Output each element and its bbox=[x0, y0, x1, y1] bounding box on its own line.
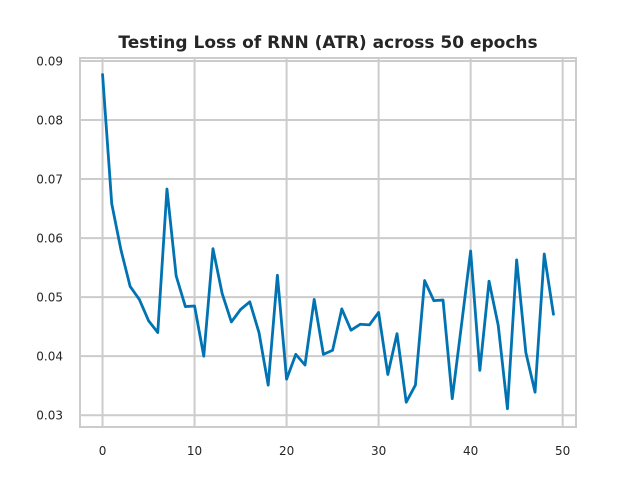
x-tick-label: 50 bbox=[555, 444, 570, 458]
data-point bbox=[414, 383, 417, 387]
data-point bbox=[230, 320, 233, 324]
x-tick-label: 0 bbox=[99, 444, 107, 458]
data-point bbox=[432, 299, 436, 302]
data-point bbox=[248, 300, 251, 304]
data-point bbox=[266, 383, 270, 387]
data-point bbox=[147, 319, 150, 322]
y-tick-label: 0.06 bbox=[36, 232, 63, 246]
data-point bbox=[174, 274, 178, 278]
data-point bbox=[552, 313, 555, 316]
data-point bbox=[497, 324, 500, 327]
data-point bbox=[478, 369, 482, 372]
data-point bbox=[165, 187, 169, 191]
data-point bbox=[156, 331, 159, 334]
data-point bbox=[312, 298, 316, 301]
x-tick-label: 20 bbox=[279, 444, 294, 458]
data-point bbox=[460, 324, 463, 327]
y-axis-ticks: 0.03 0.04 0.05 0.06 0.07 0.08 0.09 bbox=[36, 54, 63, 422]
plot-frame bbox=[79, 57, 577, 428]
y-tick-label: 0.05 bbox=[36, 291, 63, 305]
x-axis-ticks: 0 10 20 30 40 50 bbox=[99, 444, 571, 458]
data-point bbox=[303, 363, 307, 367]
x-tick-label: 30 bbox=[371, 444, 386, 458]
y-tick-label: 0.08 bbox=[36, 113, 63, 127]
data-point bbox=[515, 258, 518, 262]
data-point bbox=[506, 407, 509, 410]
series-layer bbox=[101, 73, 555, 411]
data-point bbox=[368, 323, 371, 327]
data-point bbox=[451, 397, 454, 400]
data-point bbox=[386, 373, 390, 376]
data-point bbox=[257, 331, 261, 334]
data-point bbox=[110, 202, 113, 206]
data-point bbox=[184, 305, 187, 308]
data-point bbox=[294, 353, 297, 356]
data-point bbox=[128, 285, 132, 288]
y-tick-label: 0.07 bbox=[36, 173, 63, 187]
data-point bbox=[331, 349, 334, 352]
y-tick-label: 0.03 bbox=[36, 409, 63, 423]
chart-title: Testing Loss of RNN (ATR) across 50 epoc… bbox=[118, 33, 537, 53]
x-tick-label: 40 bbox=[463, 444, 478, 458]
data-point bbox=[533, 390, 537, 394]
data-point bbox=[211, 247, 215, 250]
data-point bbox=[220, 292, 224, 295]
data-point bbox=[405, 401, 408, 404]
x-tick-label: 10 bbox=[187, 444, 202, 458]
data-point bbox=[322, 353, 325, 356]
data-point bbox=[119, 248, 123, 252]
y-tick-label: 0.04 bbox=[36, 350, 63, 364]
data-point bbox=[377, 311, 380, 314]
data-point bbox=[524, 351, 528, 354]
data-point bbox=[340, 307, 344, 311]
data-point bbox=[423, 279, 426, 282]
data-point bbox=[359, 323, 362, 326]
data-point bbox=[349, 328, 353, 332]
y-tick-label: 0.09 bbox=[36, 54, 63, 68]
data-point bbox=[193, 304, 196, 308]
loss-series-line bbox=[101, 73, 555, 411]
data-point bbox=[239, 308, 242, 311]
data-point bbox=[202, 354, 205, 358]
data-point bbox=[395, 332, 399, 335]
data-point bbox=[487, 279, 491, 283]
data-point bbox=[285, 377, 288, 381]
data-point bbox=[543, 252, 546, 256]
data-point bbox=[101, 73, 104, 76]
data-point bbox=[469, 249, 472, 253]
data-point bbox=[138, 298, 141, 301]
data-point bbox=[276, 274, 279, 277]
grid bbox=[80, 58, 576, 427]
data-point bbox=[441, 298, 445, 302]
